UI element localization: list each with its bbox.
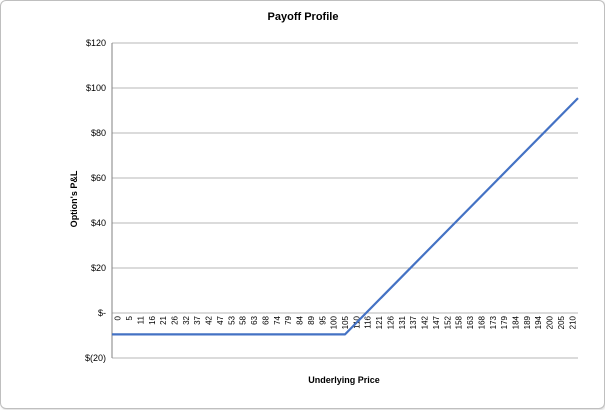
y-tick-label: $40 <box>91 218 106 228</box>
x-tick-label: 68 <box>261 315 270 324</box>
x-tick-label: 89 <box>307 315 316 324</box>
x-tick-label: 116 <box>364 315 373 328</box>
x-tick-label: 63 <box>250 315 259 324</box>
x-tick-label: 42 <box>205 315 214 324</box>
x-tick-label: 100 <box>330 315 339 329</box>
x-tick-labels: 0 5 11 16 21 26 32 37 42 47 53 58 63 68 74 79 84 89 95 100 1… <box>114 315 578 329</box>
y-tick-labels: $120 $100 $80 $60 $40 $20 $- $(20) <box>85 38 106 363</box>
payoff-line <box>112 97 579 336</box>
y-tick-label: $60 <box>91 173 106 183</box>
x-tick-label: 194 <box>534 315 543 329</box>
x-tick-label: 137 <box>409 315 418 329</box>
x-tick-label: 158 <box>455 315 464 329</box>
x-tick-label: 163 <box>466 315 475 329</box>
y-tick-label: $80 <box>91 128 106 138</box>
x-tick-label: 95 <box>318 315 327 324</box>
gridlines <box>111 42 578 359</box>
x-tick-label: 210 <box>568 315 577 329</box>
x-tick-label: 5 <box>125 315 134 320</box>
x-tick-label: 189 <box>523 315 532 329</box>
x-tick-label: 200 <box>546 315 555 329</box>
x-axis-label: Underlying Price <box>308 375 380 385</box>
x-tick-label: 131 <box>398 315 407 329</box>
x-tick-label: 142 <box>421 315 430 329</box>
x-tick-label: 84 <box>296 315 305 324</box>
x-tick-label: 179 <box>500 315 509 329</box>
series-layer <box>112 97 579 336</box>
x-tick-label: 58 <box>239 315 248 324</box>
x-tick-label: 11 <box>136 315 145 324</box>
x-tick-label: 37 <box>193 315 202 324</box>
y-tick-label: $20 <box>91 263 106 273</box>
x-tick-label: 32 <box>182 315 191 324</box>
x-tick-label: 205 <box>557 315 566 329</box>
x-tick-label: 173 <box>489 315 498 329</box>
x-tick-label: 105 <box>341 315 350 329</box>
x-tick-label: 147 <box>432 315 441 329</box>
x-tick-label: 21 <box>159 315 168 324</box>
y-axis-label: Option's P&L <box>69 170 79 227</box>
x-tick-label: 79 <box>284 315 293 324</box>
x-tick-label: 16 <box>148 315 157 324</box>
x-tick-label: 152 <box>443 315 452 329</box>
x-tick-label: 126 <box>386 315 395 329</box>
chart-title: Payoff Profile <box>268 11 339 23</box>
y-tick-label: $- <box>98 308 106 318</box>
y-tick-label: $(20) <box>85 353 106 363</box>
x-tick-label: 26 <box>171 315 180 324</box>
x-tick-label: 47 <box>216 315 225 324</box>
x-tick-label: 168 <box>477 315 486 329</box>
x-tick-label: 74 <box>273 315 282 324</box>
x-tick-label: 121 <box>375 315 384 329</box>
x-tick-label: 184 <box>511 315 520 329</box>
x-tick-label: 0 <box>114 315 123 320</box>
y-tick-label: $120 <box>86 38 106 48</box>
y-tick-label: $100 <box>86 83 106 93</box>
x-tick-label: 53 <box>227 315 236 324</box>
